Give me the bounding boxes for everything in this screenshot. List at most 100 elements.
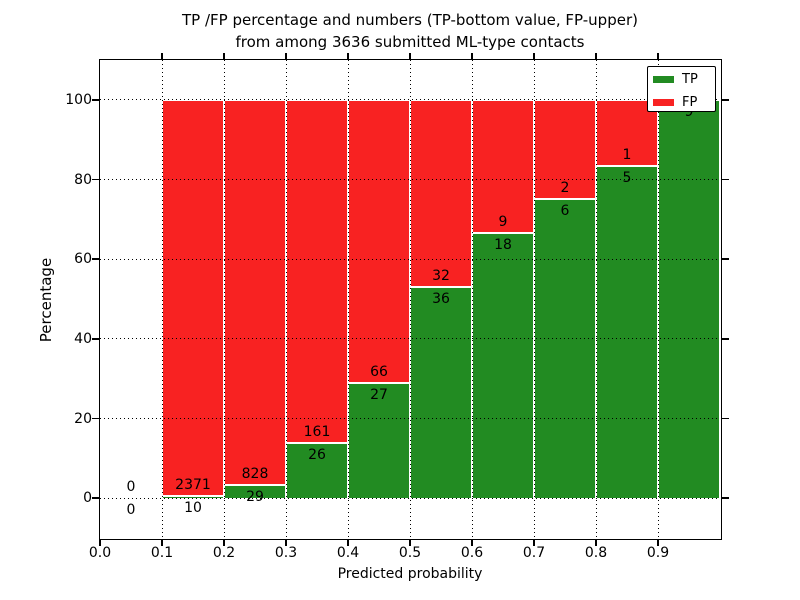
- y-gridline: [100, 179, 720, 180]
- y-tick-mark: [91, 417, 99, 420]
- x-tick-mark-top: [533, 52, 535, 59]
- y-gridline: [100, 258, 720, 260]
- x-tick-mark: [595, 539, 597, 546]
- x-tick-mark-top: [409, 52, 411, 59]
- y-tick-label: 100: [65, 91, 92, 108]
- x-tick-label: 0.8: [584, 545, 608, 561]
- fp-count-label: 0: [126, 479, 136, 496]
- bar-segment-fp: [410, 99, 472, 288]
- bar-segment-tp: [348, 382, 410, 499]
- y-tick-mark-right: [721, 258, 729, 260]
- x-tick-mark-top: [657, 52, 659, 59]
- x-gridline: [223, 60, 225, 538]
- x-tick-mark: [223, 539, 225, 546]
- x-tick-label: 0.1: [150, 545, 174, 561]
- x-tick-label: 0.0: [88, 545, 112, 561]
- bar-segment-fp: [348, 99, 410, 383]
- x-axis-label: Predicted probability: [337, 566, 483, 582]
- tp-count-label: 26: [308, 446, 326, 463]
- y-tick-mark-right: [721, 497, 729, 499]
- bar-segment-fp: [224, 99, 286, 485]
- y-tick-mark: [91, 99, 99, 101]
- tp-count-label: 18: [494, 236, 512, 253]
- tp-count-label: 6: [560, 203, 570, 220]
- bar-segment-fp: [286, 99, 348, 443]
- x-tick-label: 0.5: [398, 545, 422, 561]
- y-gridline: [100, 418, 720, 419]
- bar-segment-tp: [286, 442, 348, 499]
- legend: TP FP: [647, 66, 716, 112]
- y-tick-label: 40: [74, 330, 92, 347]
- y-tick-mark-right: [721, 178, 729, 181]
- tp-color-swatch-icon: [653, 76, 674, 83]
- y-axis-label: Percentage: [37, 257, 55, 343]
- legend-label-tp: TP: [682, 72, 698, 87]
- x-tick-label: 0.3: [274, 545, 298, 561]
- bar-segment-tp: [658, 99, 720, 499]
- fp-count-label: 828: [241, 465, 269, 482]
- bar-segment-fp: [162, 99, 224, 497]
- x-tick-label: 0.9: [646, 545, 670, 561]
- y-gridline: [100, 338, 720, 340]
- bar-segment-tp: [534, 199, 596, 499]
- x-tick-mark: [533, 539, 535, 546]
- x-gridline: [409, 60, 411, 538]
- bar-segment-tp: [410, 287, 472, 499]
- y-tick-mark: [91, 497, 99, 499]
- x-tick-mark-top: [161, 52, 163, 59]
- x-tick-label: 0.6: [460, 545, 484, 561]
- fp-count-label: 9: [498, 213, 508, 230]
- y-tick-label: 20: [74, 410, 92, 427]
- x-tick-mark-top: [471, 52, 473, 59]
- y-tick-mark: [91, 338, 99, 340]
- chart-title-line1: TP /FP percentage and numbers (TP-bottom…: [182, 11, 638, 29]
- fp-count-label: 161: [303, 423, 331, 440]
- fp-count-label: 1: [622, 147, 632, 164]
- y-tick-label: 80: [74, 171, 92, 188]
- x-tick-mark-top: [595, 52, 597, 59]
- x-tick-mark: [347, 539, 349, 546]
- x-tick-mark: [99, 539, 101, 546]
- x-gridline: [347, 60, 349, 538]
- y-tick-label: 0: [83, 490, 92, 507]
- y-gridline: [100, 99, 720, 101]
- y-tick-mark-right: [721, 338, 729, 340]
- y-gridline: [100, 497, 720, 499]
- chart-title-line2: from among 3636 submitted ML-type contac…: [235, 33, 585, 51]
- x-tick-label: 0.2: [212, 545, 236, 561]
- fp-color-swatch-icon: [653, 99, 674, 106]
- y-tick-mark-right: [721, 99, 729, 101]
- y-tick-mark: [91, 258, 99, 260]
- x-tick-mark: [657, 539, 659, 546]
- legend-entry-fp: FP: [648, 92, 715, 113]
- x-gridline: [285, 60, 287, 538]
- bar-segment-fp: [534, 99, 596, 200]
- y-tick-label: 60: [74, 251, 92, 268]
- x-tick-mark-top: [347, 52, 349, 59]
- bar-segment-tp: [472, 232, 534, 499]
- legend-entry-tp: TP: [648, 69, 715, 90]
- x-gridline: [657, 60, 659, 538]
- x-tick-label: 0.7: [522, 545, 546, 561]
- x-tick-mark: [285, 539, 287, 546]
- x-tick-mark-top: [223, 52, 225, 59]
- x-gridline: [471, 60, 473, 538]
- x-tick-mark: [409, 539, 411, 546]
- plot-area: 0.0 0.1 0.2 0.3 0.4 0.5 0.6 0.7 0.8 0.9 0 20 40 60 80 1…: [65, 52, 729, 561]
- x-gridline: [533, 60, 535, 538]
- tp-count-label: 36: [432, 291, 450, 308]
- tp-count-label: 5: [622, 170, 632, 187]
- tp-count-label: 27: [370, 386, 388, 403]
- x-tick-mark: [161, 539, 163, 546]
- x-tick-mark-top: [285, 52, 287, 59]
- x-tick-label: 0.4: [336, 545, 360, 561]
- y-tick-mark: [91, 178, 99, 181]
- x-gridline: [595, 60, 597, 538]
- fp-count-label: 2371: [175, 477, 211, 494]
- x-tick-mark: [471, 539, 473, 546]
- fp-count-label: 2: [560, 180, 570, 197]
- tp-count-label: 10: [184, 500, 202, 517]
- x-gridline: [161, 60, 163, 538]
- tp-count-label: 29: [246, 488, 264, 505]
